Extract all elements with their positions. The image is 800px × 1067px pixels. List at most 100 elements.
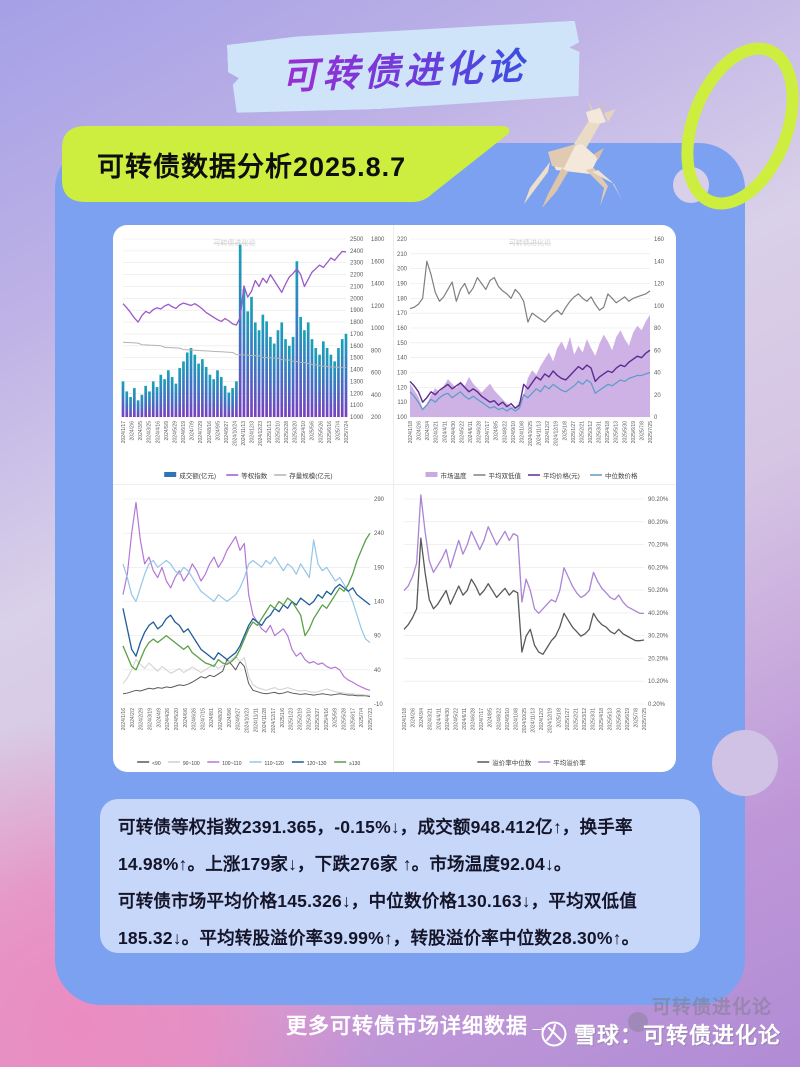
svg-text:2025/2/21: 2025/2/21 [579,421,585,443]
svg-text:800: 800 [371,348,382,354]
svg-text:2025/5/26: 2025/5/26 [318,421,324,443]
svg-text:2025/5/28: 2025/5/28 [342,708,348,730]
svg-text:2025/3/31: 2025/3/31 [591,708,597,730]
svg-text:1800: 1800 [371,237,385,243]
svg-text:2024/8/22: 2024/8/22 [496,708,502,730]
svg-text:70.20%: 70.20% [648,543,669,549]
svg-text:2025/7/8: 2025/7/8 [633,708,639,728]
svg-text:2024/6/26: 2024/6/26 [192,708,198,730]
chart-cell-turnover-index: 1000 1100 1200 1300 1400 1500 1600 1700 1800 1900… [113,225,394,485]
svg-text:2025/2/10: 2025/2/10 [275,421,281,443]
svg-text:140: 140 [397,356,408,362]
svg-text:110~120: 110~120 [265,761,284,767]
svg-text:290: 290 [374,497,385,503]
svg-text:2025/4/18: 2025/4/18 [599,708,605,730]
svg-text:等权指数: 等权指数 [241,471,268,480]
svg-text:2024/5/29: 2024/5/29 [172,421,178,443]
svg-text:2025/6/19: 2025/6/19 [631,421,637,443]
svg-text:180: 180 [397,296,408,302]
svg-text:210: 210 [397,252,408,258]
svg-text:60: 60 [654,348,661,354]
svg-text:2024/10/25: 2024/10/25 [528,421,534,446]
svg-text:1300: 1300 [350,379,364,385]
xueqiu-logo-icon [541,1021,567,1047]
svg-text:2024/8/1: 2024/8/1 [209,708,215,728]
charts-grid: 1000 1100 1200 1300 1400 1500 1600 1700 1800 1900… [113,225,676,772]
svg-text:平均溢价率: 平均溢价率 [553,758,586,767]
svg-text:2024/8/22: 2024/8/22 [502,421,508,443]
svg-text:2025/5/6: 2025/5/6 [310,421,316,441]
svg-text:2024/3/25: 2024/3/25 [147,421,153,443]
svg-text:≥130: ≥130 [349,761,360,767]
svg-text:2025/7/23: 2025/7/23 [368,708,374,730]
svg-text:2025/2/19: 2025/2/19 [297,708,303,730]
date-tag-shape [62,126,510,202]
svg-text:2024/4/30: 2024/4/30 [445,708,451,730]
svg-text:1400: 1400 [371,282,385,288]
svg-text:2025/7/8: 2025/7/8 [639,421,645,441]
svg-text:2025/6/16: 2025/6/16 [327,421,333,443]
svg-text:2025/1/6: 2025/1/6 [280,708,286,728]
svg-text:2024/10/8: 2024/10/8 [513,708,519,730]
svg-text:2024/2/6: 2024/2/6 [417,421,423,441]
svg-text:2025/4/16: 2025/4/16 [324,708,330,730]
deer-illustration [524,100,622,208]
svg-text:2024/8/5: 2024/8/5 [494,421,500,441]
svg-text:2024/12/3: 2024/12/3 [250,421,256,443]
svg-text:150: 150 [397,341,408,347]
svg-text:2025/6/17: 2025/6/17 [350,708,356,730]
svg-text:110: 110 [397,400,407,406]
chart-cell-premium-rates: 0.20% 10.20% 20.20% 30.20% 40.20% 50.20% 60.20… [394,485,676,772]
svg-text:2024/3/4: 2024/3/4 [419,708,425,728]
svg-text:2024/9/5: 2024/9/5 [215,421,221,441]
ghost-logo-icon [628,1012,648,1032]
svg-text:1800: 1800 [350,320,364,326]
svg-text:2024/2/29: 2024/2/29 [139,708,145,730]
svg-text:平均价格(元): 平均价格(元) [543,471,580,480]
svg-text:2024/12/17: 2024/12/17 [271,708,277,733]
svg-text:2024/6/6: 2024/6/6 [183,708,189,728]
svg-text:1200: 1200 [371,304,385,310]
svg-text:2025/1/13: 2025/1/13 [267,421,273,443]
svg-text:2024/4/26: 2024/4/26 [165,708,171,730]
svg-text:190: 190 [374,565,385,571]
svg-text:1700: 1700 [350,332,364,338]
svg-text:2025/1/8: 2025/1/8 [556,708,562,728]
svg-text:80: 80 [654,326,661,332]
svg-text:<90: <90 [152,761,161,767]
svg-text:溢价率中位数: 溢价率中位数 [492,758,532,767]
svg-text:2024/10/25: 2024/10/25 [522,708,528,733]
svg-text:2024/10/23: 2024/10/23 [245,708,251,733]
svg-text:2500: 2500 [350,237,364,243]
svg-text:2024/3/5: 2024/3/5 [138,421,144,441]
svg-text:中位数价格: 中位数价格 [605,471,638,480]
svg-text:2024/5/22: 2024/5/22 [459,421,465,443]
svg-text:1500: 1500 [350,356,364,362]
svg-text:2024/6/28: 2024/6/28 [471,708,477,730]
svg-text:2024/5/20: 2024/5/20 [174,708,180,730]
chart-turnover-index: 1000 1100 1200 1300 1400 1500 1600 1700 1800 1900… [121,237,385,480]
svg-text:2024/7/9: 2024/7/9 [190,421,196,441]
svg-text:100~110: 100~110 [222,761,241,767]
svg-text:20: 20 [654,393,661,399]
svg-text:80.20%: 80.20% [648,520,669,526]
svg-text:2024/11/13: 2024/11/13 [531,708,537,733]
svg-text:2025/2/21: 2025/2/21 [573,708,579,730]
svg-text:40.20%: 40.20% [648,611,669,617]
svg-text:2024/5/9: 2024/5/9 [164,421,170,441]
svg-text:2025/3/12: 2025/3/12 [582,708,588,730]
svg-text:120: 120 [654,282,665,288]
svg-text:120: 120 [397,385,408,391]
svg-text:2024/4/16: 2024/4/16 [155,421,161,443]
svg-text:2025/7/24: 2025/7/24 [344,421,350,443]
svg-text:1100: 1100 [350,403,364,409]
svg-text:平均双低值: 平均双低值 [488,471,521,480]
svg-text:2024/9/10: 2024/9/10 [511,421,517,443]
svg-text:220: 220 [397,237,408,243]
svg-text:2025/3/10: 2025/3/10 [306,708,312,730]
svg-text:2025/5/9: 2025/5/9 [333,708,339,728]
svg-text:190: 190 [397,282,408,288]
svg-text:2025/1/8: 2025/1/8 [562,421,568,441]
xueqiu-account-name: 雪球：可转债进化论 [574,1023,782,1048]
